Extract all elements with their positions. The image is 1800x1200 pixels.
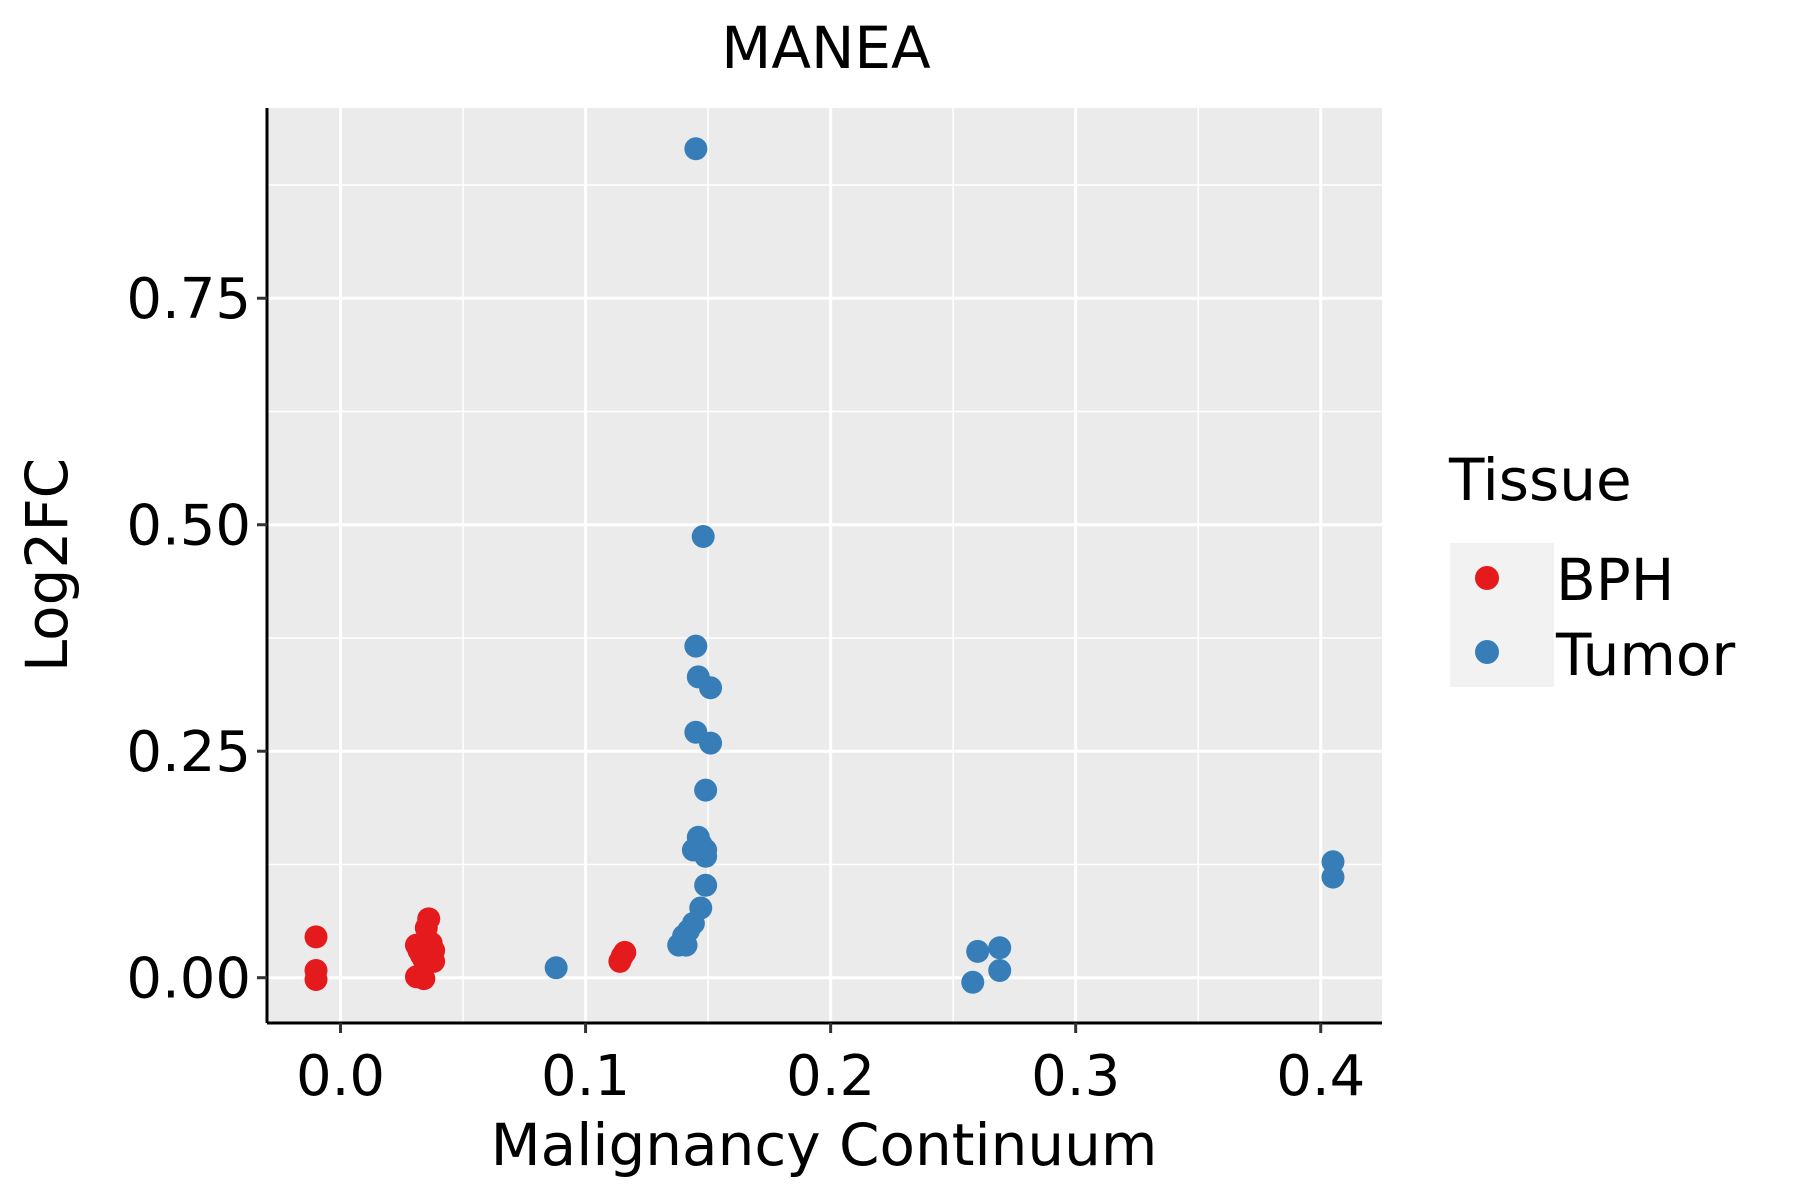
point-bph xyxy=(304,968,328,992)
point-tumor xyxy=(674,933,698,957)
point-tumor xyxy=(684,634,708,658)
y-tick-label: 0.00 xyxy=(126,947,251,1012)
y-tick-label: 0.25 xyxy=(126,720,251,785)
grid-major xyxy=(267,108,1382,1023)
legend-label-bph: BPH xyxy=(1556,546,1674,614)
legend-marker-tumor xyxy=(1475,640,1499,664)
point-bph xyxy=(422,949,446,973)
legend-marker-bph xyxy=(1475,566,1499,590)
point-tumor xyxy=(966,939,990,963)
legend-title: Tissue xyxy=(1448,446,1632,514)
point-tumor xyxy=(961,970,985,994)
point-tumor xyxy=(699,676,723,700)
grid-minor xyxy=(267,108,1382,1023)
x-tick-label: 0.4 xyxy=(1276,1044,1365,1109)
x-tick-label: 0.3 xyxy=(1031,1044,1120,1109)
point-bph xyxy=(304,925,328,949)
point-bph xyxy=(412,967,436,991)
point-bph xyxy=(417,907,441,931)
point-bph xyxy=(613,940,637,964)
legend-label-tumor: Tumor xyxy=(1555,621,1735,689)
chart-title: MANEA xyxy=(721,14,931,82)
point-tumor xyxy=(694,844,718,868)
y-axis-title: Log2FC xyxy=(13,458,81,672)
legend-key-background xyxy=(1450,543,1554,687)
point-tumor xyxy=(1321,865,1345,889)
point-tumor xyxy=(544,956,568,980)
point-tumor xyxy=(988,936,1012,960)
x-tick-label: 0.0 xyxy=(296,1044,385,1109)
data-points xyxy=(304,137,1345,994)
point-tumor xyxy=(691,525,715,549)
point-tumor xyxy=(699,731,723,755)
y-tick-label: 0.50 xyxy=(126,494,251,559)
legend: Tissue BPH Tumor xyxy=(1448,446,1735,689)
point-tumor xyxy=(988,958,1012,982)
point-tumor xyxy=(684,137,708,161)
point-tumor xyxy=(694,873,718,897)
plot-background xyxy=(267,108,1382,1023)
x-axis-ticks: 0.0 0.1 0.2 0.3 0.4 xyxy=(296,1023,1365,1109)
y-axis-ticks: 0.00 0.25 0.50 0.75 xyxy=(126,267,267,1012)
point-tumor xyxy=(694,778,718,802)
x-tick-label: 0.2 xyxy=(786,1044,875,1109)
x-axis-title: Malignancy Continuum xyxy=(491,1111,1158,1179)
x-tick-label: 0.1 xyxy=(541,1044,630,1109)
y-tick-label: 0.75 xyxy=(126,267,251,332)
